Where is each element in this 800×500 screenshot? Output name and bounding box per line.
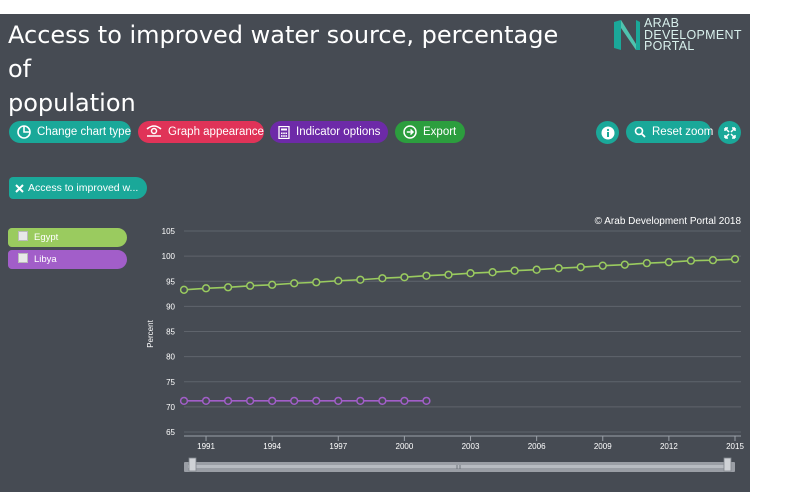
data-point-egypt: [400, 273, 409, 282]
x-tick-label: 2015: [726, 442, 744, 451]
x-tick-label: 2009: [594, 442, 612, 451]
data-point-libya: [245, 396, 255, 405]
data-point-egypt: [268, 280, 277, 289]
data-point-egypt: [686, 256, 696, 265]
eye-icon: [146, 125, 162, 139]
x-tick-label: 1994: [263, 442, 281, 451]
info-icon: [601, 126, 614, 139]
data-point-libya: [378, 396, 387, 405]
chart-title: Access to improved water source, percent…: [8, 18, 568, 120]
data-point-egypt: [444, 270, 453, 279]
data-point-egypt: [554, 264, 563, 273]
data-point-egypt: [290, 279, 299, 288]
chart-title-line-1: Access to improved water source, percent…: [8, 21, 559, 83]
data-point-egypt: [642, 259, 651, 268]
data-point-libya: [400, 396, 409, 405]
logo-line-2: DEVELOPMENT: [644, 27, 742, 42]
legend-item-libya[interactable]: Libya: [8, 250, 127, 269]
y-tick-label: 80: [166, 353, 175, 362]
data-point-egypt: [532, 265, 541, 274]
y-axis-label: Percent: [146, 319, 155, 347]
data-point-egypt: [179, 285, 189, 294]
data-point-libya: [334, 396, 343, 405]
y-tick-label: 95: [166, 277, 175, 286]
x-tick-label: 2000: [396, 442, 414, 451]
data-point-libya: [201, 396, 211, 405]
data-point-egypt: [245, 281, 255, 290]
change-chart-type-button[interactable]: Change chart type: [9, 121, 131, 143]
adp-logo-mark-icon: [614, 20, 640, 50]
checkbox-icon[interactable]: [18, 253, 28, 263]
expand-icon: [723, 126, 736, 139]
data-point-egypt: [488, 268, 497, 277]
data-point-egypt: [466, 269, 475, 278]
reset-zoom-label: Reset zoom: [652, 126, 714, 138]
change-chart-type-label: Change chart type: [37, 126, 131, 138]
fullscreen-button[interactable]: [718, 121, 741, 144]
data-point-egypt: [708, 255, 718, 265]
data-point-libya: [268, 396, 277, 405]
legend-label-egypt: Egypt: [34, 232, 59, 243]
data-point-libya: [223, 396, 233, 405]
chart-title-line-2: population: [8, 89, 136, 117]
graph-appearance-label: Graph appearance: [168, 126, 264, 138]
y-tick-label: 85: [166, 328, 175, 337]
graph-appearance-button[interactable]: Graph appearance: [138, 121, 264, 143]
data-point-egypt: [201, 284, 211, 293]
data-point-libya: [290, 396, 299, 405]
y-tick-label: 75: [166, 378, 175, 387]
data-point-egypt: [576, 263, 585, 272]
x-tick-label: 1997: [329, 442, 347, 451]
pie-chart-icon: [17, 125, 31, 139]
data-point-egypt: [378, 274, 387, 283]
data-point-egypt: [422, 271, 431, 280]
export-button[interactable]: Export: [395, 121, 465, 143]
indicator-tag-label: Access to improved w...: [28, 182, 139, 194]
reset-zoom-button[interactable]: Reset zoom: [626, 121, 714, 143]
data-point-egypt: [223, 283, 233, 292]
data-point-egypt: [334, 276, 343, 285]
magnifier-icon: [634, 126, 646, 138]
data-point-egypt: [510, 266, 519, 275]
copyright-text: © Arab Development Portal 2018: [595, 216, 742, 227]
y-tick-label: 100: [162, 252, 176, 261]
data-point-egypt: [620, 260, 629, 269]
legend-label-libya: Libya: [34, 254, 57, 265]
checkbox-icon[interactable]: [18, 231, 28, 241]
data-point-libya: [312, 396, 321, 405]
logo-line-3: PORTAL: [644, 39, 695, 53]
data-point-egypt: [312, 278, 321, 287]
series-line-egypt: [183, 258, 736, 291]
indicator-options-button[interactable]: Indicator options: [270, 121, 388, 143]
data-point-egypt: [598, 261, 607, 270]
range-handle-right-icon: [723, 457, 732, 472]
data-point-egypt: [664, 258, 674, 267]
y-tick-label: 70: [166, 403, 175, 412]
remove-x-icon[interactable]: [15, 183, 24, 193]
data-point-libya: [356, 396, 365, 405]
export-arrow-icon: [403, 125, 417, 139]
logo-line-1: ARAB: [644, 16, 680, 30]
legend-item-egypt[interactable]: Egypt: [8, 228, 127, 247]
range-handle-left-icon: [188, 457, 197, 472]
x-tick-label: 2006: [528, 442, 546, 451]
info-button[interactable]: [596, 121, 619, 144]
indicator-tag[interactable]: Access to improved w...: [9, 177, 147, 199]
data-point-libya: [179, 396, 189, 405]
data-point-egypt: [356, 275, 365, 284]
x-tick-label: 1991: [197, 442, 215, 451]
calculator-icon: [278, 125, 290, 139]
indicator-options-label: Indicator options: [296, 126, 381, 138]
data-point-libya: [422, 396, 431, 405]
export-label: Export: [423, 126, 457, 138]
data-point-egypt: [730, 254, 740, 264]
y-tick-label: 105: [162, 227, 176, 236]
x-tick-label: 2003: [462, 442, 480, 451]
y-tick-label: 90: [166, 302, 175, 311]
x-tick-label: 2012: [660, 442, 678, 451]
y-tick-label: 65: [166, 428, 175, 437]
